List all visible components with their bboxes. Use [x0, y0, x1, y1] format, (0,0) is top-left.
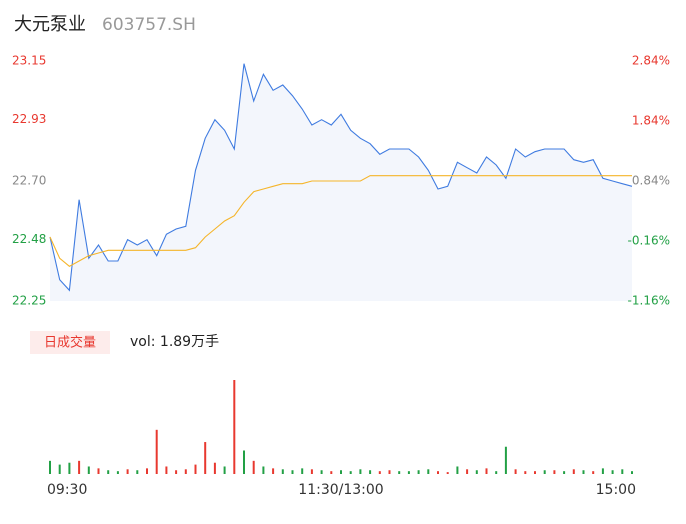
volume-bar: [97, 468, 100, 474]
x-tick-label: 09:30: [47, 482, 87, 498]
volume-bar: [388, 470, 391, 474]
volume-bar: [378, 471, 381, 474]
y2-tick-label: 0.84%: [632, 174, 670, 188]
volume-bar: [466, 469, 469, 474]
stock-code: 603757.SH: [102, 15, 196, 35]
volume-bar: [417, 470, 420, 474]
volume-bar: [49, 460, 51, 474]
volume-bar: [310, 469, 313, 474]
volume-bar: [184, 469, 187, 474]
volume-bar: [572, 469, 575, 474]
price-area: [50, 63, 632, 302]
y-tick-label: 22.70: [12, 174, 46, 188]
y-tick-label: 23.15: [12, 54, 46, 68]
volume-bar: [446, 472, 449, 474]
volume-bar: [524, 471, 527, 474]
y-tick-label: 22.93: [12, 112, 46, 126]
volume-bar: [116, 471, 119, 474]
avg-line: [49, 175, 632, 267]
tab-bg[interactable]: [30, 331, 110, 354]
volume-bar: [553, 470, 556, 474]
volume-bar: [437, 471, 439, 474]
volume-bar: [320, 470, 323, 474]
volume-bar: [233, 380, 236, 474]
volume-bar: [58, 464, 61, 474]
y2-tick-label: 1.84%: [632, 114, 670, 128]
volume-bar: [194, 464, 197, 474]
volume-bar: [514, 469, 517, 474]
volume-bar: [631, 471, 633, 474]
volume-bar: [359, 469, 362, 474]
volume-bar: [78, 460, 81, 474]
volume-bar: [204, 442, 207, 474]
volume-bar: [252, 460, 255, 474]
volume-bar: [582, 470, 585, 474]
volume-bar: [136, 470, 139, 474]
y2-tick-label: -0.16%: [628, 234, 670, 248]
volume-bar: [243, 450, 245, 474]
x-tick-label: 11:30/13:00: [298, 482, 383, 498]
volume-bar: [601, 468, 604, 474]
volume-label: vol: 1.89万手: [130, 334, 219, 350]
volume-bar: [349, 471, 352, 474]
volume-bar: [272, 468, 275, 474]
volume-bar: [155, 429, 158, 474]
volume-bar: [621, 469, 624, 474]
volume-bar: [369, 470, 372, 474]
volume-bar: [330, 471, 333, 474]
stock-name: 大元泵业: [14, 14, 86, 35]
y2-tick-label: -1.16%: [628, 294, 670, 308]
x-tick-label: 15:00: [596, 482, 636, 498]
y-tick-label: 22.48: [12, 232, 46, 246]
volume-bar: [563, 471, 566, 474]
volume-bar: [223, 466, 226, 474]
volume-bar: [398, 471, 401, 474]
volume-bar: [592, 471, 595, 474]
volume-bar: [456, 466, 459, 474]
volume-bar: [262, 466, 265, 474]
volume-bar: [291, 470, 294, 474]
tab[interactable]: 日成交量: [44, 335, 96, 351]
volume-bar: [543, 470, 546, 474]
volume-bar: [495, 471, 498, 474]
volume-bar: [107, 470, 110, 474]
volume-bar: [534, 471, 536, 474]
volume-bar: [611, 470, 614, 474]
volume-bar: [165, 466, 168, 474]
volume-bar: [68, 462, 71, 474]
volume-bar: [407, 471, 410, 474]
volume-bar: [146, 468, 148, 474]
price-line: [49, 63, 633, 292]
volume-bar: [213, 462, 216, 474]
volume-bar: [87, 466, 90, 474]
volume-bar: [504, 446, 507, 474]
volume-bar: [427, 469, 430, 474]
volume-bar: [281, 469, 284, 474]
y2-tick-label: 2.84%: [632, 54, 670, 68]
volume-bar: [301, 468, 304, 474]
volume-bar: [126, 469, 129, 474]
volume-bar: [485, 468, 488, 474]
volume-bar: [475, 470, 478, 474]
volume-bar: [175, 470, 178, 474]
y-tick-label: 22.25: [12, 294, 46, 308]
volume-bar: [340, 470, 342, 474]
